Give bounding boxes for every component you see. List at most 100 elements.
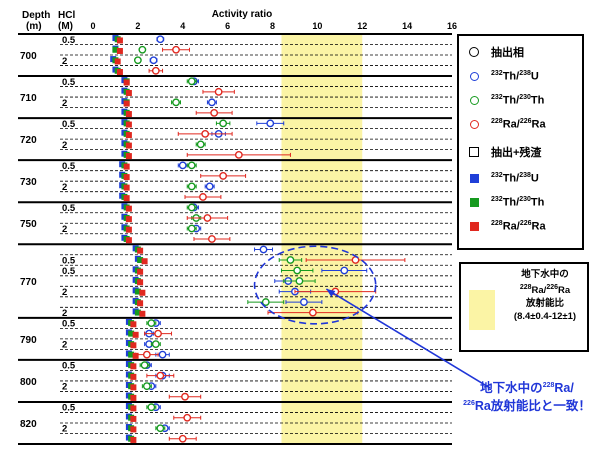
square-marker-ra-ra [123, 79, 130, 86]
circle-marker-th-u [156, 35, 165, 44]
open-circle-icon [467, 45, 481, 59]
square-marker-ra-ra [130, 373, 137, 380]
square-marker-ra-ra [116, 37, 123, 44]
square-marker-ra-ra [125, 121, 132, 128]
circle-marker-th-th [156, 424, 165, 433]
legend-circle-th232-th230: 232Th/230Th [467, 90, 582, 110]
circle-marker-th-u [149, 56, 158, 65]
hcl-label: 2 [62, 382, 67, 393]
square-marker-ra-ra [125, 132, 132, 139]
x-tick-label: 0 [90, 21, 95, 31]
circle-marker-ra-ra [142, 350, 151, 359]
circle-marker-th-u [158, 350, 167, 359]
square-marker-ra-ra [130, 405, 137, 412]
circle-marker-th-th [142, 382, 151, 391]
circle-marker-th-th [187, 203, 196, 212]
circle-marker-th-u [340, 266, 349, 275]
circle-marker-ra-ra [183, 413, 192, 422]
legend-extracted-phase: 抽出相 [467, 42, 582, 62]
highlight-ellipse [253, 245, 377, 325]
square-marker-ra-ra [130, 342, 137, 349]
square-marker-ra-ra [130, 394, 137, 401]
x-tick-label: 10 [312, 21, 322, 31]
depth-label: 750 [20, 219, 37, 230]
square-marker-ra-ra [116, 47, 123, 54]
hcl-label: 0.5 [62, 203, 76, 214]
square-marker-th-th [128, 351, 135, 358]
circle-marker-ra-ra [203, 214, 212, 222]
square-marker-ra-ra [114, 58, 121, 65]
green-circle-icon [467, 93, 481, 107]
circle-marker-th-th [286, 256, 295, 264]
legend-circle-ra228-ra226: 228Ra/226Ra [467, 114, 582, 134]
square-marker-ra-ra [139, 289, 146, 296]
square-marker-ra-ra [125, 153, 132, 160]
square-marker-ra-ra [116, 68, 123, 75]
x-tick-label: 16 [447, 21, 457, 31]
circle-marker-ra-ra [199, 193, 207, 201]
circle-marker-th-u [205, 182, 214, 191]
circle-marker-ra-ra [234, 150, 243, 159]
hcl-label: 0.5 [62, 35, 76, 46]
depth-unit: (m) [26, 21, 42, 32]
circle-marker-th-th [293, 266, 302, 275]
hcl-header: HCl [58, 10, 75, 21]
hcl-label: 0.5 [62, 77, 76, 88]
hcl-label: 2 [62, 140, 67, 151]
square-marker-ra-ra [132, 331, 139, 338]
legend-circle-th232-u238: 232Th/238U [467, 66, 582, 86]
blue-circle-icon [467, 69, 481, 83]
square-marker-ra-ra [130, 363, 137, 370]
square-marker-ra-ra [141, 258, 148, 265]
circle-marker-ra-ra [210, 108, 219, 117]
hcl-label: 0.5 [62, 319, 76, 330]
circle-marker-th-th [219, 119, 228, 128]
square-marker-ra-ra [130, 436, 137, 443]
circle-marker-th-th [196, 140, 205, 149]
x-tick-label: 2 [135, 21, 140, 31]
open-square-icon [467, 145, 481, 159]
callout-annotation: 地下水中の228Ra/ 226Ra放射能比と一致！ [463, 381, 591, 414]
square-marker-ra-ra [125, 216, 132, 223]
square-marker-ra-ra [125, 226, 132, 233]
square-marker-ra-ra [123, 195, 130, 202]
circle-marker-th-th [187, 161, 196, 170]
hcl-label: 2 [62, 224, 67, 235]
circle-marker-th-th [261, 298, 270, 306]
hcl-label: 0.5 [62, 119, 76, 130]
circle-marker-ra-ra [172, 45, 180, 54]
circle-marker-th-u [208, 98, 216, 107]
square-marker-ra-ra [125, 142, 132, 149]
circle-marker-ra-ra [151, 66, 160, 75]
groundwater-label: 地下水中の [521, 269, 569, 280]
x-tick-label: 12 [357, 21, 367, 31]
square-marker-ra-ra [137, 279, 144, 286]
circle-marker-th-u [300, 298, 308, 306]
hcl-label: 2 [62, 340, 67, 351]
circle-marker-ra-ra [214, 87, 223, 96]
square-marker-ra-ra [123, 100, 130, 107]
square-marker-th-th [112, 46, 119, 53]
square-marker-ra-ra [125, 90, 132, 97]
hcl-label: 2 [62, 287, 67, 298]
hcl-label: 2 [62, 424, 67, 435]
depth-label: 710 [20, 93, 37, 104]
red-circle-icon [467, 117, 481, 131]
callout-arrow [325, 288, 491, 389]
red-square-icon [467, 219, 481, 233]
circle-marker-ra-ra [219, 172, 228, 180]
square-marker-ra-ra [137, 247, 144, 254]
legend-extracted-plus-residue: 抽出+残渣 [467, 142, 582, 162]
depth-label: 770 [20, 277, 37, 288]
hcl-label: 0.5 [62, 266, 76, 277]
circle-marker-ra-ra [201, 129, 210, 138]
hcl-label: 2 [62, 308, 67, 319]
circle-marker-th-th [187, 224, 196, 233]
circle-marker-ra-ra [208, 235, 216, 243]
square-marker-ra-ra [123, 184, 130, 191]
circle-marker-th-th [295, 277, 304, 285]
circle-marker-ra-ra [154, 329, 162, 338]
square-marker-ra-ra [123, 163, 130, 170]
hcl-label: 0.5 [62, 361, 76, 372]
square-marker-ra-ra [125, 111, 132, 118]
